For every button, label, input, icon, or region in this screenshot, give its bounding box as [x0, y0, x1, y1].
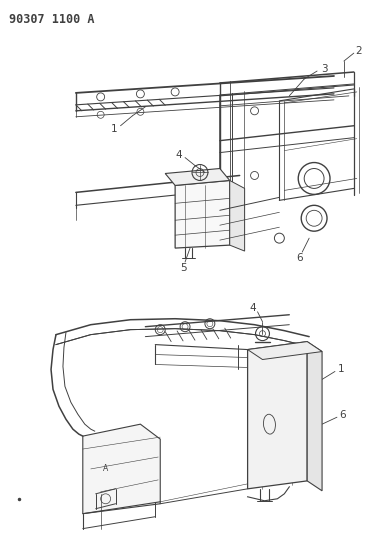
Text: 2: 2 — [356, 46, 362, 56]
Text: 6: 6 — [296, 253, 303, 263]
Text: A: A — [103, 464, 108, 473]
Text: 1: 1 — [111, 124, 118, 134]
Polygon shape — [165, 168, 230, 185]
Text: 4: 4 — [249, 303, 256, 313]
Polygon shape — [247, 342, 322, 360]
Text: 4: 4 — [176, 150, 183, 159]
Polygon shape — [230, 181, 245, 251]
Text: 1: 1 — [338, 365, 344, 375]
Text: 6: 6 — [340, 410, 346, 420]
Text: 5: 5 — [180, 263, 186, 273]
Polygon shape — [83, 424, 160, 514]
Polygon shape — [247, 342, 307, 489]
Text: 90307 1100 A: 90307 1100 A — [9, 13, 95, 26]
Text: 3: 3 — [321, 64, 327, 74]
Polygon shape — [307, 342, 322, 491]
Polygon shape — [175, 181, 230, 248]
